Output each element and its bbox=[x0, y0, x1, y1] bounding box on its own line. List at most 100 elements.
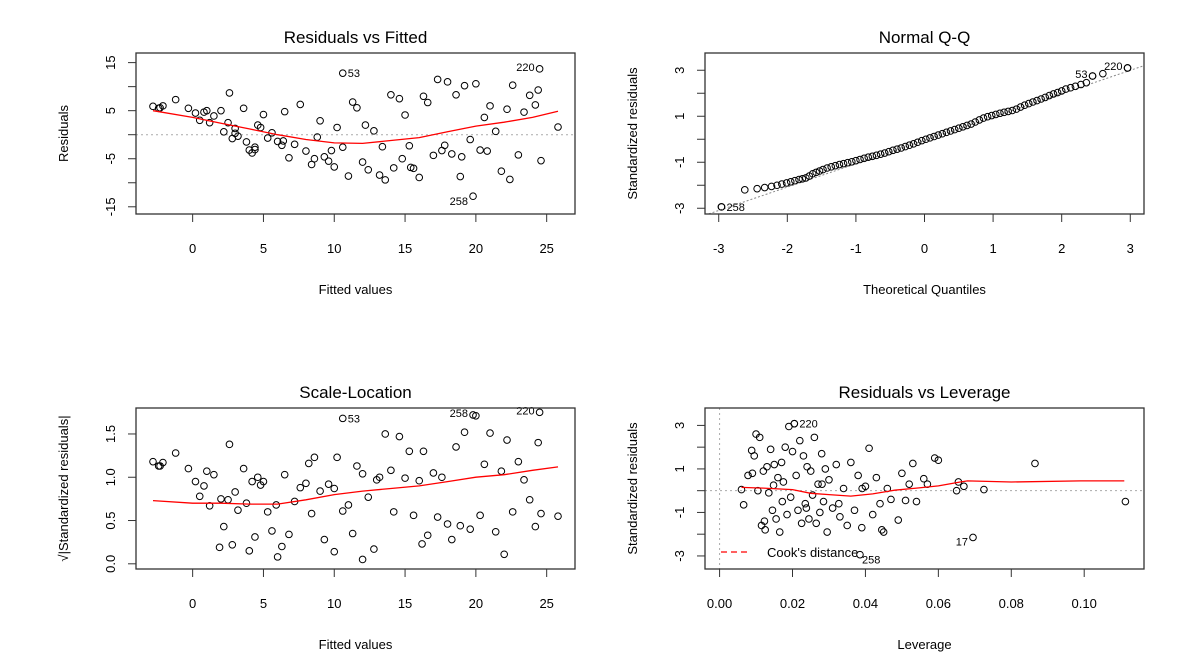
x-tick-label: 25 bbox=[539, 596, 553, 611]
data-point bbox=[486, 102, 494, 110]
legend-label: Cook's distance bbox=[767, 545, 858, 560]
data-point bbox=[353, 103, 361, 112]
data-point bbox=[537, 156, 545, 165]
data-point bbox=[979, 114, 988, 122]
data-point bbox=[503, 436, 511, 444]
smooth-line bbox=[152, 466, 559, 505]
data-point bbox=[443, 520, 452, 528]
data-point bbox=[234, 506, 242, 514]
data-point bbox=[220, 128, 228, 136]
data-point bbox=[901, 496, 910, 505]
data-point bbox=[987, 111, 996, 120]
point-label: 258 bbox=[862, 555, 880, 567]
data-point bbox=[768, 506, 777, 515]
y-tick-label: -3 bbox=[672, 202, 687, 214]
data-point bbox=[447, 150, 456, 158]
data-point bbox=[847, 458, 855, 467]
data-point bbox=[783, 510, 791, 519]
data-point bbox=[361, 121, 370, 129]
y-tick-label: 3 bbox=[672, 422, 687, 429]
data-point bbox=[781, 443, 790, 451]
data-point bbox=[802, 504, 811, 512]
data-point bbox=[210, 470, 218, 479]
data-point-labeled bbox=[535, 65, 544, 73]
data-point bbox=[858, 484, 866, 493]
x-tick-label: 0.02 bbox=[780, 596, 805, 611]
data-point bbox=[872, 473, 881, 482]
data-point bbox=[847, 157, 856, 166]
data-point bbox=[786, 178, 795, 186]
data-point bbox=[835, 160, 844, 169]
x-axis-label: Fitted values bbox=[319, 637, 393, 652]
data-point bbox=[766, 445, 775, 454]
data-point bbox=[184, 464, 193, 473]
data-point bbox=[525, 91, 534, 100]
data-point bbox=[415, 476, 424, 485]
data-point bbox=[898, 469, 906, 478]
data-point bbox=[491, 527, 500, 536]
data-point bbox=[248, 477, 256, 486]
data-point-labeled bbox=[535, 408, 544, 417]
data-point bbox=[1041, 93, 1050, 102]
data-point bbox=[531, 101, 540, 109]
data-point bbox=[452, 443, 460, 451]
data-point bbox=[971, 118, 980, 126]
data-point bbox=[263, 508, 272, 516]
data-point bbox=[880, 149, 889, 157]
x-tick-label: 2 bbox=[1058, 241, 1065, 256]
data-point bbox=[242, 499, 251, 508]
data-point bbox=[812, 519, 821, 528]
data-point bbox=[231, 124, 239, 133]
data-point bbox=[1045, 91, 1054, 100]
data-point bbox=[348, 98, 357, 106]
data-point bbox=[239, 464, 248, 473]
data-point bbox=[338, 143, 347, 151]
x-tick-label: 0.10 bbox=[1072, 596, 1097, 611]
data-point bbox=[149, 457, 157, 466]
y-axis-label: Standardized residuals bbox=[625, 422, 640, 555]
data-point bbox=[228, 540, 237, 549]
data-point-labeled bbox=[717, 203, 726, 211]
plot-frame bbox=[135, 407, 576, 570]
data-point bbox=[1031, 459, 1039, 468]
data-point bbox=[508, 81, 517, 89]
data-point bbox=[819, 165, 827, 174]
data-point bbox=[387, 91, 395, 99]
y-tick-label: 15 bbox=[103, 55, 118, 69]
data-point bbox=[401, 474, 409, 482]
x-tick-label: -3 bbox=[713, 241, 725, 256]
data-point bbox=[980, 485, 988, 494]
x-tick-label: 0 bbox=[921, 241, 928, 256]
data-point bbox=[279, 137, 288, 145]
data-point bbox=[224, 495, 232, 504]
data-point bbox=[304, 459, 313, 468]
smooth-line bbox=[152, 110, 559, 145]
data-point bbox=[959, 123, 967, 131]
data-point bbox=[805, 515, 813, 523]
data-point bbox=[554, 123, 562, 131]
point-label: 220 bbox=[516, 62, 534, 74]
data-point bbox=[253, 473, 262, 482]
data-point bbox=[497, 167, 506, 176]
data-point bbox=[268, 527, 276, 535]
data-point bbox=[767, 182, 776, 191]
data-point bbox=[534, 86, 542, 94]
point-label: 53 bbox=[348, 413, 360, 425]
data-point bbox=[242, 138, 251, 146]
data-point bbox=[922, 135, 930, 144]
data-point bbox=[930, 454, 939, 462]
data-point bbox=[938, 129, 947, 138]
data-point bbox=[832, 460, 841, 469]
data-point bbox=[930, 132, 938, 141]
data-point bbox=[836, 512, 844, 521]
data-point bbox=[378, 142, 387, 151]
y-axis-label: Residuals bbox=[56, 104, 71, 162]
x-tick-label: 0.06 bbox=[926, 596, 951, 611]
data-point bbox=[514, 151, 523, 159]
data-point bbox=[1077, 80, 1085, 89]
x-tick-label: 0.00 bbox=[707, 596, 732, 611]
data-point bbox=[913, 138, 922, 147]
data-point bbox=[905, 141, 914, 150]
data-point bbox=[344, 501, 353, 509]
y-axis-label: √|Standardized residuals| bbox=[56, 415, 71, 561]
